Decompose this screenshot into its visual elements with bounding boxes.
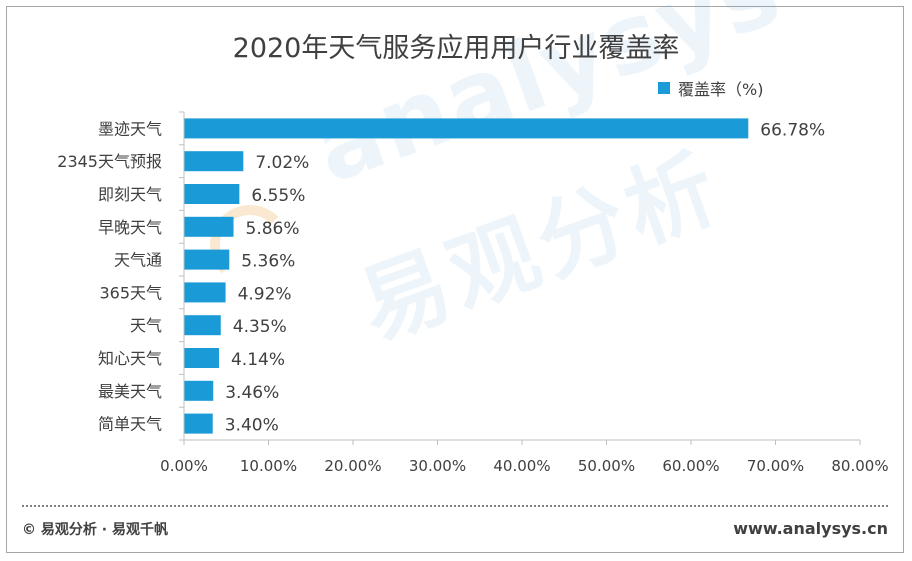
bar xyxy=(184,348,219,368)
data-label: 3.40% xyxy=(225,416,279,436)
data-label: 4.92% xyxy=(238,284,292,304)
data-label: 4.35% xyxy=(233,317,287,337)
x-tick-label: 0.00% xyxy=(160,457,208,475)
category-label: 知心天气 xyxy=(98,349,162,368)
data-label: 66.78% xyxy=(760,120,825,140)
category-label: 365天气 xyxy=(99,283,162,302)
x-tick-label: 70.00% xyxy=(747,457,804,475)
category-label: 简单天气 xyxy=(98,415,162,434)
bar xyxy=(184,118,749,139)
x-tick-label: 10.00% xyxy=(240,457,297,475)
x-tick-label: 30.00% xyxy=(409,457,466,475)
x-tick-label: 40.00% xyxy=(493,457,550,475)
data-label: 3.46% xyxy=(225,383,279,403)
bar xyxy=(184,413,213,434)
data-label: 6.55% xyxy=(251,186,305,206)
category-label: 2345天气预报 xyxy=(57,152,162,171)
category-label: 墨迹天气 xyxy=(98,119,162,138)
data-label: 7.02% xyxy=(255,153,309,173)
bar xyxy=(184,184,240,204)
legend-swatch xyxy=(658,82,670,94)
bar xyxy=(184,151,244,172)
category-label: 早晚天气 xyxy=(98,218,162,237)
data-label: 5.36% xyxy=(241,252,295,272)
chart-frame xyxy=(6,6,904,553)
category-label: 最美天气 xyxy=(98,382,162,401)
data-label: 5.86% xyxy=(246,219,300,239)
x-tick-label: 20.00% xyxy=(324,457,381,475)
category-label: 天气 xyxy=(130,316,162,335)
footer-source: © 易观分析 · 易观千帆 xyxy=(22,522,168,538)
bar xyxy=(184,216,234,237)
chart-title: 2020年天气服务应用用户行业覆盖率 xyxy=(232,33,680,64)
bar xyxy=(184,249,230,270)
x-tick-label: 50.00% xyxy=(578,457,635,475)
footer-website[interactable]: www.analysys.cn xyxy=(733,519,888,538)
bar xyxy=(184,282,226,303)
data-label: 4.14% xyxy=(231,350,285,370)
category-label: 天气通 xyxy=(114,251,162,270)
category-label: 即刻天气 xyxy=(98,185,162,204)
x-tick-label: 80.00% xyxy=(831,457,888,475)
x-tick-label: 60.00% xyxy=(662,457,719,475)
bar xyxy=(184,380,214,401)
bar xyxy=(184,315,221,336)
legend-label: 覆盖率（%) xyxy=(678,80,764,99)
footer-divider xyxy=(22,505,888,507)
legend: 覆盖率（%) xyxy=(658,78,764,99)
bar-chart: 墨迹天气 66.78% 2345天气预报 7.02% 即刻天气 6.55% 早晚天气 5.86… xyxy=(57,111,889,475)
